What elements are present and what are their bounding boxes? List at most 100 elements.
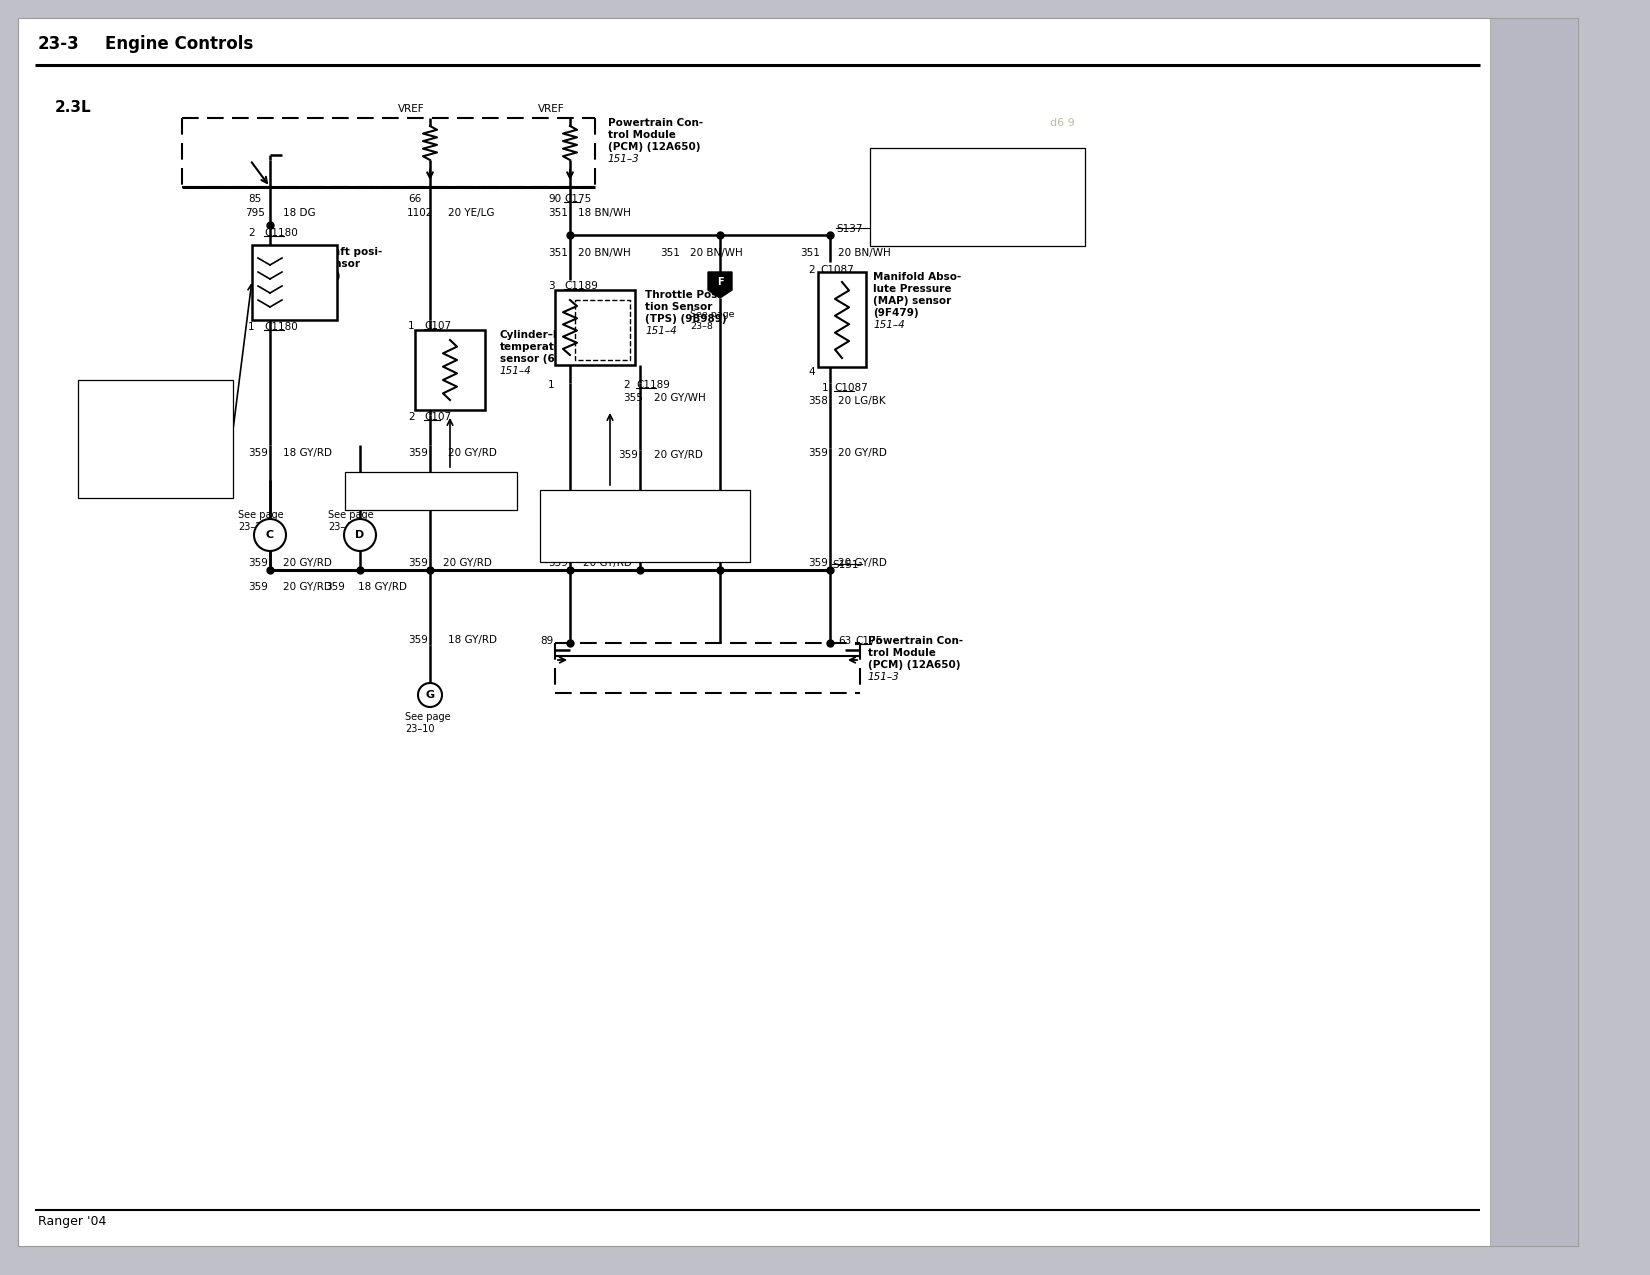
- Text: 359: 359: [808, 558, 828, 567]
- Text: 2.3L: 2.3L: [54, 99, 92, 115]
- Text: 20 BN/WH: 20 BN/WH: [690, 249, 742, 258]
- Text: 351: 351: [800, 249, 820, 258]
- Text: 2: 2: [408, 412, 414, 422]
- Text: 359: 359: [248, 448, 267, 458]
- Text: 23–10: 23–10: [404, 724, 434, 734]
- Text: C: C: [266, 530, 274, 541]
- Text: 3: 3: [548, 280, 554, 291]
- Text: 66: 66: [408, 194, 421, 204]
- Text: C1180: C1180: [264, 228, 297, 238]
- Text: Used by PCM to: Used by PCM to: [82, 382, 157, 391]
- Text: 20 YE/LG: 20 YE/LG: [449, 208, 495, 218]
- Text: gin sequential puls-: gin sequential puls-: [82, 431, 177, 440]
- Text: pressure for PCM, which: pressure for PCM, which: [874, 175, 990, 184]
- Text: S151: S151: [832, 560, 858, 570]
- Text: 90: 90: [548, 194, 561, 204]
- Bar: [540, 490, 751, 562]
- Text: C1087: C1087: [833, 382, 868, 393]
- Text: 1: 1: [408, 321, 414, 332]
- Text: 355: 355: [624, 393, 644, 403]
- Text: 2: 2: [248, 228, 254, 238]
- Text: C1087: C1087: [820, 265, 853, 275]
- Text: 795: 795: [244, 208, 266, 218]
- Text: 20 GY/RD: 20 GY/RD: [653, 450, 703, 460]
- Text: tion sensor: tion sensor: [294, 259, 360, 269]
- Bar: [78, 380, 233, 499]
- Text: Engine Controls: Engine Controls: [106, 34, 252, 54]
- Text: 20 LG/BK: 20 LG/BK: [838, 397, 886, 405]
- Circle shape: [417, 683, 442, 708]
- Text: See page: See page: [328, 510, 373, 520]
- Text: Cylinder–head: Cylinder–head: [500, 330, 582, 340]
- Text: gine startup to be-: gine startup to be-: [82, 419, 172, 428]
- Text: 23–4: 23–4: [328, 521, 351, 532]
- Polygon shape: [708, 272, 733, 298]
- Text: sensor (6G004): sensor (6G004): [500, 354, 591, 363]
- Text: 151–4: 151–4: [873, 320, 904, 330]
- Text: (6B288): (6B288): [294, 272, 340, 280]
- Text: to accelerator pedal angle,: to accelerator pedal angle,: [544, 505, 673, 514]
- Text: (TPS) (9B989): (TPS) (9B989): [645, 314, 726, 324]
- Text: C1189: C1189: [564, 280, 597, 291]
- Text: Manifold Abso-: Manifold Abso-: [873, 272, 962, 282]
- Text: 23–8: 23–8: [690, 323, 713, 332]
- Text: dicating manifold absolute: dicating manifold absolute: [874, 163, 1002, 172]
- Bar: [870, 148, 1086, 246]
- Text: As resistance varies according: As resistance varies according: [544, 493, 690, 502]
- Bar: [252, 245, 337, 320]
- Text: 4: 4: [808, 367, 815, 377]
- Text: position during en-: position during en-: [82, 407, 172, 416]
- Bar: [345, 472, 516, 510]
- Text: 20 GY/RD: 20 GY/RD: [442, 558, 492, 567]
- Text: 151–3: 151–3: [607, 154, 640, 164]
- Text: 23-3: 23-3: [38, 34, 79, 54]
- Text: and measures voltage drop to: and measures voltage drop to: [544, 529, 688, 538]
- Text: 18 GY/RD: 18 GY/RD: [449, 635, 497, 645]
- Text: 85: 85: [248, 194, 261, 204]
- Text: (9F479): (9F479): [873, 309, 919, 317]
- Text: 20 GY/RD: 20 GY/RD: [838, 448, 888, 458]
- Text: 358: 358: [808, 397, 828, 405]
- Text: C1189: C1189: [635, 380, 670, 390]
- Text: 18 DG: 18 DG: [284, 208, 315, 218]
- Text: 18 GY/RD: 18 GY/RD: [284, 448, 332, 458]
- Bar: [818, 272, 866, 367]
- Text: 1: 1: [822, 382, 828, 393]
- Text: 20 BN/WH: 20 BN/WH: [838, 249, 891, 258]
- Text: C107: C107: [424, 321, 450, 332]
- Text: ing of the injectors.: ing of the injectors.: [82, 442, 175, 453]
- Text: 359: 359: [248, 558, 267, 567]
- Circle shape: [254, 519, 285, 551]
- Text: 23–2: 23–2: [238, 521, 261, 532]
- Text: A thermistor that measures: A thermistor that measures: [350, 476, 482, 484]
- Text: 20 GY/RD: 20 GY/RD: [582, 558, 632, 567]
- Text: lute Pressure: lute Pressure: [873, 284, 952, 295]
- Text: Powertrain Con-: Powertrain Con-: [607, 119, 703, 128]
- Text: Ranger '04: Ranger '04: [38, 1215, 106, 1228]
- Text: identify camshaft: identify camshaft: [82, 395, 167, 404]
- Text: cylinder–head temperature.: cylinder–head temperature.: [350, 487, 482, 496]
- Text: 351: 351: [548, 249, 568, 258]
- Text: 2: 2: [808, 265, 815, 275]
- Text: d6 9: d6 9: [1049, 119, 1074, 128]
- Text: Camshaft posi-: Camshaft posi-: [294, 247, 383, 258]
- Text: 20 GY/RD: 20 GY/RD: [284, 558, 332, 567]
- Text: 359: 359: [619, 450, 639, 460]
- Text: 18 GY/RD: 18 GY/RD: [358, 581, 408, 592]
- Text: 20 GY/WH: 20 GY/WH: [653, 393, 706, 403]
- Text: 359: 359: [408, 448, 427, 458]
- Text: 359: 359: [408, 558, 427, 567]
- Text: See page: See page: [238, 510, 284, 520]
- Text: F: F: [716, 277, 723, 287]
- Bar: [574, 300, 630, 360]
- Text: S137: S137: [837, 224, 863, 235]
- Text: See page: See page: [404, 711, 450, 722]
- Text: calculate fuel delivery.: calculate fuel delivery.: [544, 541, 652, 550]
- Text: Measures digital output in-: Measures digital output in-: [874, 150, 1002, 159]
- Text: VREF: VREF: [398, 105, 424, 113]
- Text: 351: 351: [660, 249, 680, 258]
- Text: 1: 1: [248, 323, 254, 332]
- Text: temperature: temperature: [500, 342, 574, 352]
- Text: 351: 351: [548, 208, 568, 218]
- Text: trol Module: trol Module: [607, 130, 676, 140]
